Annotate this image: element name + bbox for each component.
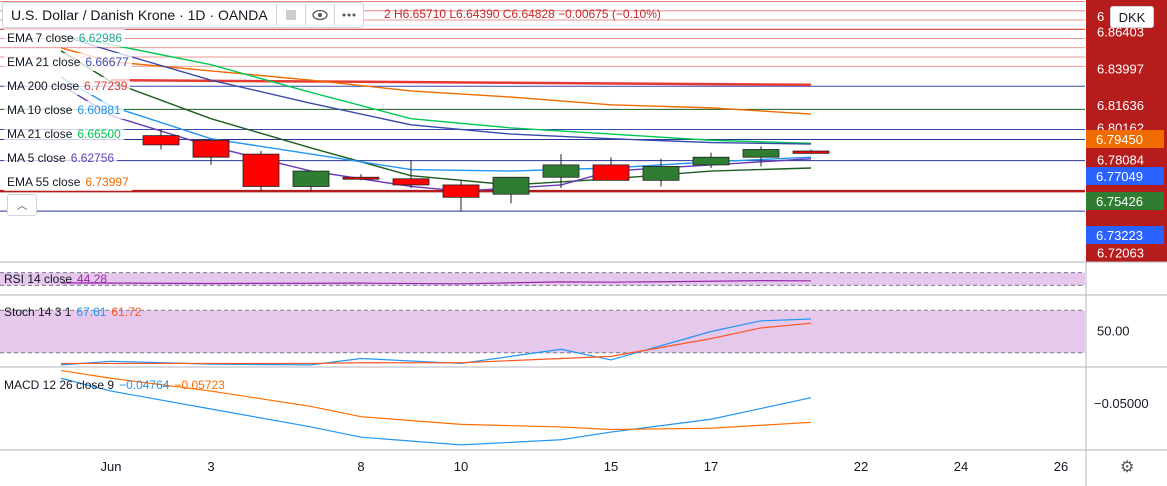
- candle-body: [542, 164, 580, 178]
- indicator-value: 6.66500: [77, 127, 121, 141]
- macd-axis-label: −0.05000: [1094, 396, 1149, 411]
- time-tick-label: 17: [704, 459, 718, 474]
- stoch-label: Stoch 14 3 1: [4, 305, 72, 319]
- macd-label: MACD 12 26 close 9: [4, 378, 115, 392]
- indicator-value: 6.66677: [85, 55, 129, 69]
- candle-body: [442, 184, 480, 198]
- price-tick-label: 6.86403: [1097, 24, 1144, 39]
- moving-average-line: [60, 47, 812, 115]
- gear-icon[interactable]: ⚙: [1120, 459, 1135, 476]
- mac-pane: [60, 369, 812, 446]
- collapse-legend-button[interactable]: ︿: [7, 194, 37, 216]
- indicator-name: MA 21 close: [7, 127, 73, 141]
- candle-body: [292, 170, 330, 187]
- price-tick-label: 6.81636: [1097, 98, 1144, 113]
- oscillator-line: [61, 322, 812, 365]
- time-tick-label: 3: [207, 459, 214, 474]
- time-tick-label: 22: [854, 459, 868, 474]
- sto-pane: [0, 309, 1085, 366]
- price-tick-label: 6.72063: [1097, 245, 1144, 260]
- indicator-legend-row[interactable]: EMA 21 close 6.66677: [4, 53, 132, 71]
- indicator-name: EMA 21 close: [7, 55, 81, 69]
- indicator-value: 6.73997: [85, 175, 129, 189]
- indicator-name: EMA 7 close: [7, 31, 74, 45]
- indicator-legend-row[interactable]: MA 200 close 6.77239: [4, 77, 131, 95]
- candle-body: [242, 153, 280, 187]
- hide-icon[interactable]: [275, 4, 305, 26]
- indicator-legend-row[interactable]: MA 10 close 6.60881: [4, 101, 124, 119]
- symbol-title[interactable]: U.S. Dollar / Danish Krone · 1D · OANDA: [11, 7, 268, 23]
- price-axis-tag: 6.79450: [1086, 130, 1164, 149]
- indicator-legend-row[interactable]: EMA 7 close 6.62986: [4, 29, 126, 47]
- stoch-axis-label: 50.00: [1097, 324, 1130, 339]
- oscillator-line: [60, 279, 812, 285]
- macd-legend: MACD 12 26 close 9 −0.04764 −0.05723: [4, 378, 230, 392]
- time-tick-label: 26: [1054, 459, 1068, 474]
- indicator-value: 6.60881: [77, 103, 121, 117]
- indicator-value: 6.62756: [70, 151, 115, 165]
- candle-body: [192, 139, 230, 158]
- price-axis-tag: 6.77049: [1086, 167, 1164, 186]
- more-icon[interactable]: [333, 4, 363, 26]
- moving-average-line: [110, 78, 812, 87]
- macd-signal-value: −0.05723: [174, 378, 225, 392]
- indicator-value: 6.62986: [78, 31, 123, 45]
- candle-body: [642, 166, 680, 181]
- candle-body: [742, 149, 780, 158]
- moving-average-line: [60, 34, 812, 145]
- price-axis-tag: 6.75426: [1086, 192, 1164, 211]
- candle-body: [142, 135, 180, 146]
- candle-body: [692, 156, 730, 166]
- rsi-value: 44.28: [77, 272, 108, 286]
- price-tick-label: 6.83997: [1097, 61, 1144, 76]
- oscillator-line: [60, 369, 812, 431]
- indicator-legend-row[interactable]: MA 21 close 6.66500: [4, 125, 124, 143]
- ohlc-readout: 2 H6.65710 L6.64390 C6.64828 −0.00675 (−…: [384, 7, 661, 21]
- candle-body: [792, 150, 830, 154]
- indicator-legend-row[interactable]: MA 5 close 6.62756: [4, 149, 118, 167]
- candle-body: [342, 176, 380, 180]
- indicator-name: MA 200 close: [7, 79, 80, 93]
- time-tick-label: 8: [357, 459, 364, 474]
- price-tick-label: 6.78084: [1097, 153, 1144, 168]
- stoch-legend: Stoch 14 3 1 67.61 61.72: [4, 305, 146, 319]
- time-tick-label: 10: [454, 459, 468, 474]
- oscillator-line: [60, 377, 812, 446]
- eye-icon[interactable]: [304, 4, 334, 26]
- stoch-d-value: 61.72: [111, 305, 142, 319]
- candle-body: [492, 176, 530, 195]
- rsi-pane: [0, 272, 1085, 286]
- time-tick-label: 15: [604, 459, 618, 474]
- symbol-toolbar: U.S. Dollar / Danish Krone · 1D · OANDA: [2, 2, 364, 28]
- candle-body: [392, 178, 430, 186]
- time-tick-label: 24: [954, 459, 968, 474]
- oscillator-band: [0, 310, 1085, 353]
- price-axis-tag: 6.73223: [1086, 226, 1164, 245]
- moving-average-line: [60, 34, 812, 145]
- indicator-value: 6.77239: [84, 79, 128, 93]
- rsi-label: RSI 14 close: [4, 272, 73, 286]
- price-tick-label: 6: [1097, 9, 1104, 24]
- rsi-legend: RSI 14 close 44.28: [4, 272, 112, 286]
- oscillator-band: [0, 272, 1085, 286]
- stoch-k-value: 67.61: [76, 305, 107, 319]
- main-pane: [0, 1, 1085, 212]
- currency-button[interactable]: DKK: [1110, 6, 1154, 28]
- time-tick-label: Jun: [101, 459, 122, 474]
- macd-value: −0.04764: [119, 378, 170, 392]
- indicator-legend-row[interactable]: EMA 55 close 6.73997: [4, 173, 132, 191]
- indicator-name: EMA 55 close: [7, 175, 81, 189]
- candle-body: [592, 164, 630, 181]
- indicator-name: MA 10 close: [7, 103, 73, 117]
- indicator-name: MA 5 close: [7, 151, 66, 165]
